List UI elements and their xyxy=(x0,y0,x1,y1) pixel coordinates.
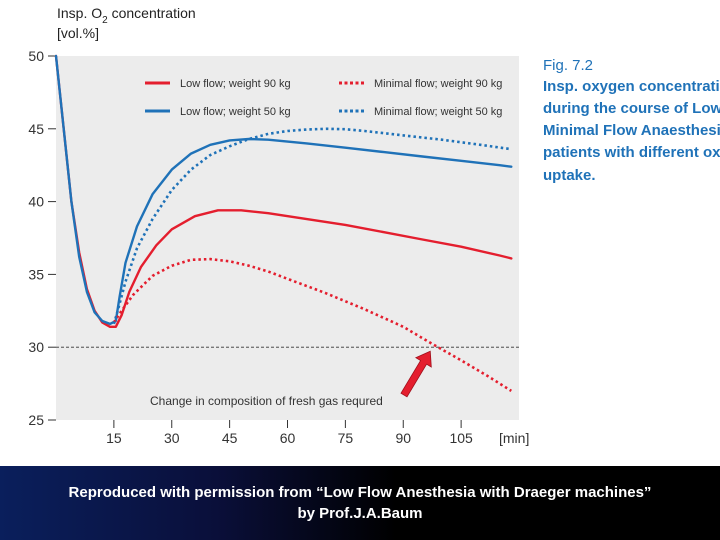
caption-line: during the course of Low and xyxy=(543,100,720,117)
chart: Insp. O2 concentration [vol.%] 25 30 35 40 4… xyxy=(28,5,720,446)
series-lines xyxy=(54,54,513,393)
footer-banner: Reproduced with permission from “Low Flo… xyxy=(0,466,720,540)
legend: Low flow; weight 90 kg Low flow; weight 5… xyxy=(145,78,502,118)
x-tick-label: 90 xyxy=(395,430,411,446)
legend-label: Minimal flow; weight 90 kg xyxy=(374,78,502,90)
x-tick-label: 75 xyxy=(338,430,354,446)
caption-line: Minimal Flow Anaesthesia in xyxy=(543,122,720,139)
legend-label: Low flow; weight 90 kg xyxy=(180,78,291,90)
caption-line: uptake. xyxy=(543,167,596,184)
annotation-text: Change in composition of fresh gas requr… xyxy=(150,394,383,408)
series-line-3 xyxy=(112,257,512,393)
footer-credit-line-2: by Prof.J.A.Baum xyxy=(297,505,423,522)
caption-line: Insp. oxygen concentration xyxy=(543,78,720,95)
legend-label: Low flow; weight 50 kg xyxy=(180,106,291,118)
caption-line: patients with different oxygen xyxy=(543,144,720,161)
x-tick-label: 105 xyxy=(449,430,473,446)
footer-credit-line-1: Reproduced with permission from “Low Flo… xyxy=(68,484,652,501)
x-ticks: 15 30 45 60 75 90 105 xyxy=(106,420,473,446)
x-tick-label: 60 xyxy=(280,430,296,446)
x-tick-label: 30 xyxy=(164,430,180,446)
legend-label: Minimal flow; weight 50 kg xyxy=(374,106,502,118)
y-tick-label: 30 xyxy=(28,339,44,355)
series-line-2 xyxy=(54,54,513,326)
x-axis-unit: [min] xyxy=(499,430,529,446)
y-axis-title: Insp. O2 concentration xyxy=(57,5,196,26)
x-tick-label: 45 xyxy=(222,430,238,446)
series-line-4 xyxy=(112,127,512,325)
y-tick-label: 25 xyxy=(28,412,44,428)
x-tick-label: 15 xyxy=(106,430,122,446)
figure-caption: Fig. 7.2 Insp. oxygen concentration duri… xyxy=(543,57,720,184)
arrow-icon xyxy=(400,350,432,398)
y-tick-label: 50 xyxy=(28,48,44,64)
y-tick-label: 35 xyxy=(28,266,44,282)
red-arrow xyxy=(400,350,432,398)
y-tick-label: 40 xyxy=(28,194,44,210)
y-ticks: 25 30 35 40 45 50 xyxy=(28,48,56,428)
y-axis-unit: [vol.%] xyxy=(57,25,99,41)
arrow-shape xyxy=(400,350,432,398)
figure-number: Fig. 7.2 xyxy=(543,57,593,74)
y-tick-label: 45 xyxy=(28,121,44,137)
